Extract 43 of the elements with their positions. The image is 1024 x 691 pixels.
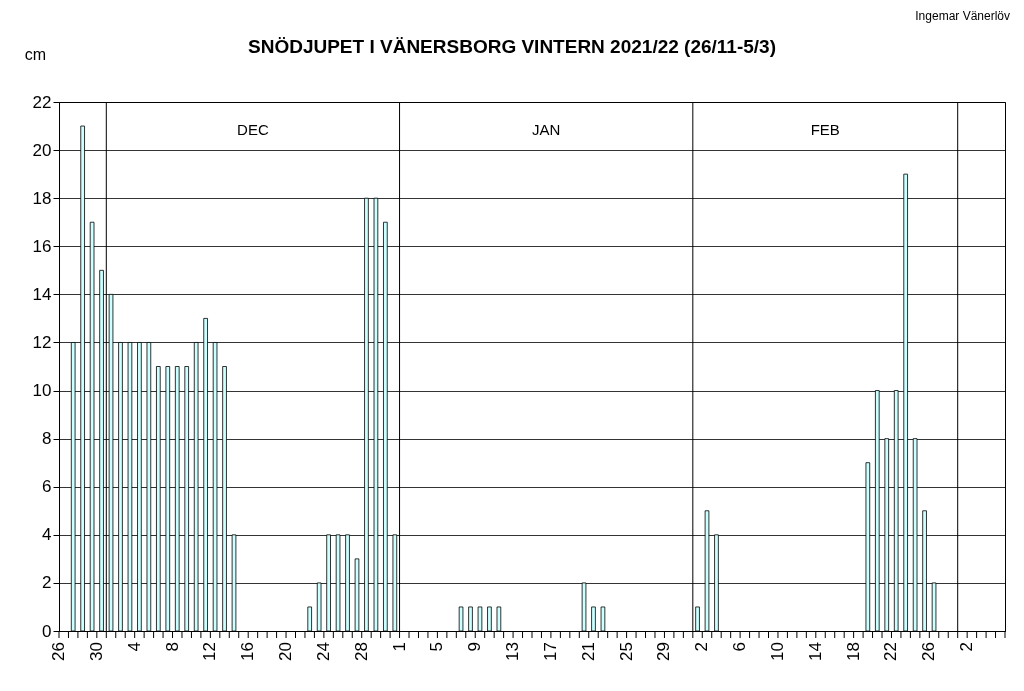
chart-title: SNÖDJUPET I VÄNERSBORG VINTERN 2021/22 (26/11-5/3) [248,36,776,57]
x-tick-label: 17 [540,642,560,661]
x-tick-label: 2 [692,642,712,652]
x-tick-label: 6 [730,642,750,652]
y-tick-label: 20 [32,140,52,160]
x-tick-label: 20 [276,642,296,661]
x-tick-label: 24 [313,642,333,661]
x-tick-label: 2 [957,642,977,652]
annotation: DEC [237,121,269,138]
x-tick-label: 18 [843,642,863,661]
x-tick-label: 25 [616,642,636,661]
x-tick-label: 16 [238,642,258,661]
x-tick-label: 10 [767,642,787,661]
y-tick-label: 14 [32,284,52,304]
x-tick-label: 14 [805,642,825,661]
annotation: FEB [810,121,840,138]
y-tick-label: 12 [32,332,52,352]
y-tick-label: 2 [42,573,52,593]
x-tick-label: 29 [654,642,674,661]
x-tick-label: 30 [86,642,106,661]
x-tick-label: 5 [427,642,447,652]
y-tick-label: 16 [32,236,52,256]
x-tick-label: 4 [124,642,144,652]
x-tick-label: 12 [200,642,220,661]
x-tick-label: 1 [389,642,409,652]
x-tick-label: 26 [49,642,68,661]
x-tick-label: 22 [881,642,901,661]
x-tick-label: 26 [919,642,939,661]
x-tick-label: 8 [162,642,182,652]
y-tick-label: 22 [32,92,52,112]
y-tick-label: 6 [42,477,52,497]
y-axis-title: cm [24,45,47,63]
annotation: JAN [532,121,561,138]
y-tick-label: 0 [42,621,52,641]
x-tick-label: 13 [503,642,523,661]
x-tick-label: 21 [578,642,598,661]
x-tick-label: 28 [351,642,371,661]
text: Ingemar Vänerlöv [915,9,1010,23]
x-tick-label: 9 [465,642,485,652]
y-tick-label: 8 [42,429,52,449]
y-tick-label: 10 [32,381,52,401]
y-tick-label: 4 [42,525,52,545]
y-tick-label: 18 [32,188,52,208]
